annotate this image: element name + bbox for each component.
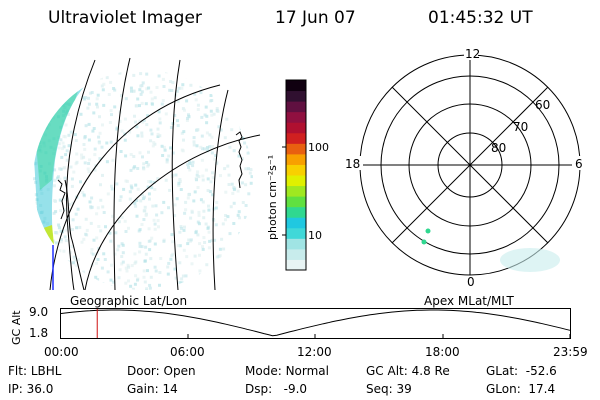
- info-glat-value: -52.6: [525, 364, 557, 378]
- polar-diag-2: [391, 86, 549, 244]
- info-mode: Mode: Normal: [245, 364, 329, 378]
- coastline: [57, 131, 243, 220]
- xtick-2359: 23:59: [553, 345, 588, 359]
- info-gain: Gain: 14: [127, 382, 178, 396]
- instrument-title: Ultraviolet Imager: [48, 8, 202, 28]
- altitude-timeline[interactable]: [60, 308, 572, 340]
- colorbar-unit-label: photon cm⁻²s⁻¹: [266, 154, 279, 240]
- info-gcalt-value: 4.8 Re: [411, 364, 450, 378]
- info-dsp-value: -9.0: [283, 382, 308, 396]
- colorbar-tick-10: 10: [308, 229, 322, 242]
- polar-mlt-plot[interactable]: [335, 45, 595, 290]
- colorbar: [282, 79, 307, 271]
- info-glat: GLat: -52.6: [486, 364, 557, 378]
- info-ip: IP: 36.0: [8, 382, 54, 396]
- info-gain-value: 14: [162, 382, 178, 396]
- altitude-curve: [60, 309, 571, 337]
- timeline-axis-title: GC Alt: [10, 310, 23, 345]
- info-door: Door: Open: [127, 364, 196, 378]
- xtick-1200: 12:00: [297, 345, 332, 359]
- info-seq-value: 39: [396, 382, 412, 396]
- polar-lat-80: 80: [491, 141, 507, 155]
- xtick-0000: 00:00: [44, 345, 79, 359]
- time-label: 01:45:32 UT: [428, 8, 533, 28]
- xtick-1800: 18:00: [425, 345, 460, 359]
- info-flt-value: LBHL: [30, 364, 62, 378]
- info-mode-value: Normal: [285, 364, 329, 378]
- timeline-ytick-9: 9.0: [29, 305, 49, 319]
- geo-grid: [49, 57, 261, 290]
- timeline-right-label: Apex MLat/MLT: [424, 294, 514, 308]
- uv-image-geographic[interactable]: [0, 40, 270, 290]
- timeline-left-label: Geographic Lat/Lon: [70, 294, 188, 308]
- polar-label-0: 0: [467, 275, 475, 289]
- polar-lat-60: 60: [535, 98, 551, 112]
- polar-lat-70: 70: [513, 120, 529, 134]
- info-glon: GLon: 17.4: [486, 382, 556, 396]
- polar-emission: [421, 228, 560, 272]
- info-ip-value: 36.0: [26, 382, 54, 396]
- timeline-ytick-1-8: 1.8: [29, 326, 49, 340]
- info-glon-value: 17.4: [528, 382, 556, 396]
- xtick-0600: 06:00: [170, 345, 205, 359]
- info-flt: Flt: LBHL: [8, 364, 62, 378]
- polar-label-6: 6: [575, 157, 583, 171]
- info-dsp: Dsp: -9.0: [245, 382, 308, 396]
- polar-label-18: 18: [345, 157, 361, 171]
- info-gcalt: GC Alt: 4.8 Re: [366, 364, 450, 378]
- info-door-value: Open: [163, 364, 196, 378]
- polar-label-12: 12: [465, 47, 481, 61]
- info-seq: Seq: 39: [366, 382, 412, 396]
- date-label: 17 Jun 07: [275, 8, 356, 28]
- colorbar-tick-100: 100: [308, 141, 329, 154]
